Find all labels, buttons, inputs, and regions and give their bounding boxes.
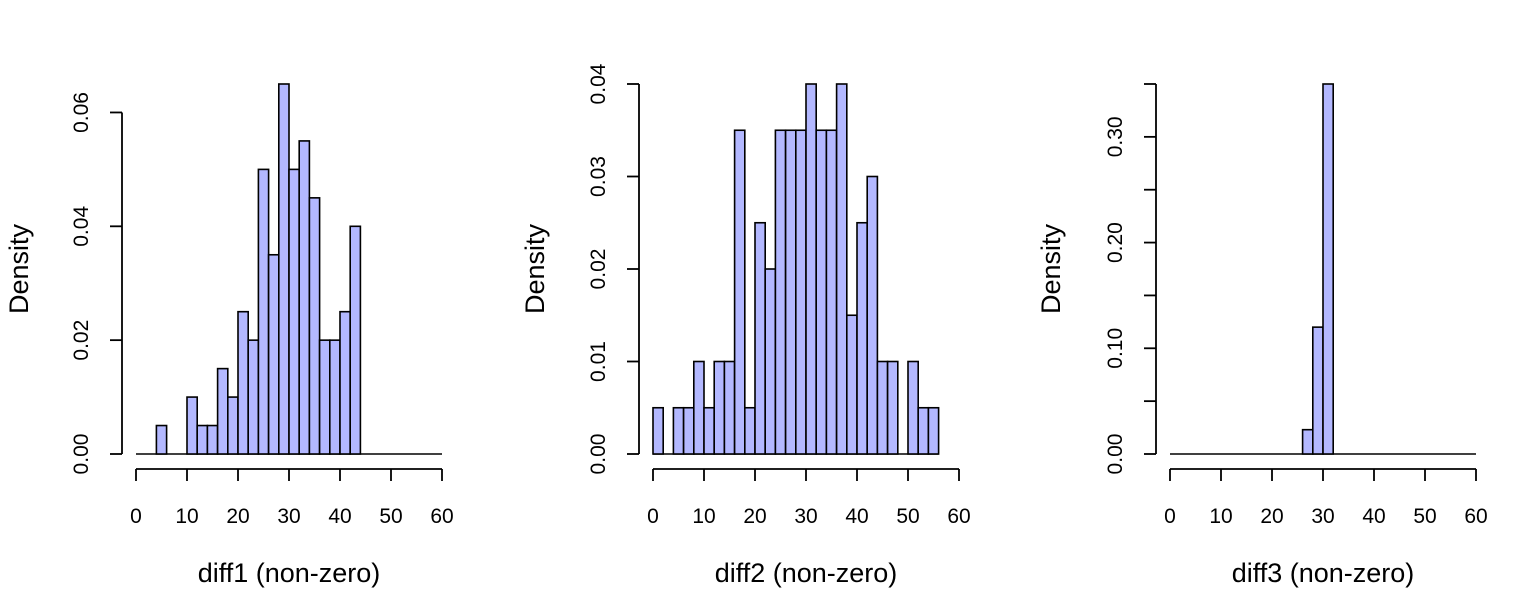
histogram-bar [703, 406, 715, 455]
y-tick-label: 0.30 [1104, 116, 1127, 157]
y-tick-label: 0.20 [1104, 222, 1127, 263]
x-tick-label: 10 [175, 505, 198, 528]
x-tick-label: 60 [947, 505, 970, 528]
histogram-bar [805, 83, 817, 455]
histogram-panel-2: 0 10 20 30 40 50 60 0.00 0.01 0.02 0.03 0.04 diff2 (… [520, 63, 971, 588]
histogram-bar [267, 253, 280, 455]
y-tick-label: 0.04 [587, 63, 610, 104]
x-tick-label: 30 [794, 505, 817, 528]
histogram-bar [927, 406, 940, 455]
x-tick-label: 10 [1209, 505, 1232, 528]
x-axis-title: diff2 (non-zero) [715, 558, 898, 588]
histogram-bar [308, 197, 321, 455]
y-axis-title: Density [520, 223, 550, 314]
x-tick-label: 40 [328, 505, 351, 528]
histogram-bar [907, 360, 919, 455]
y-axis-title: Density [1036, 223, 1066, 314]
x-tick-label: 50 [896, 505, 919, 528]
x-axis-title: diff1 (non-zero) [198, 558, 381, 588]
histogram-bar [277, 83, 290, 455]
x-tick-label: 0 [647, 505, 659, 528]
y-tick-label: 0.00 [587, 434, 610, 475]
histogram-bar [1312, 326, 1324, 455]
histogram-bar [764, 268, 777, 455]
histogram-panel-1: 0 10 20 30 40 50 60 0.00 0.02 0.04 0.06 diff1 (non-… [4, 83, 454, 588]
histogram-bar [713, 360, 726, 455]
histogram-bar [733, 129, 746, 455]
histogram-bar [349, 225, 362, 455]
histogram-bar [216, 367, 229, 455]
x-tick-label: 60 [430, 505, 453, 528]
histogram-bar [794, 129, 807, 455]
histogram-panel-3: 0 10 20 30 40 50 60 0.00 0.10 0.20 0.30 diff3 (non-… [1036, 83, 1488, 588]
x-tick-label: 50 [1413, 505, 1436, 528]
y-axis-title: Density [4, 223, 34, 314]
histogram-bar [247, 339, 260, 455]
histogram-bar [835, 83, 848, 455]
x-tick-label: 0 [130, 505, 142, 528]
histogram-bar [298, 140, 311, 455]
histogram-bar [723, 360, 736, 455]
x-tick-label: 30 [1311, 505, 1334, 528]
histogram-bar [1322, 83, 1334, 455]
histogram-bar [815, 129, 828, 455]
histogram-bar [206, 424, 219, 455]
histogram-bar [672, 406, 685, 455]
y-tick-label: 0.04 [70, 206, 93, 247]
histogram-bar [237, 310, 249, 455]
histogram-bar [876, 360, 889, 455]
histogram-bar [652, 406, 664, 455]
histogram-bar [318, 339, 331, 455]
histogram-bar [917, 406, 930, 455]
x-tick-label: 30 [277, 505, 300, 528]
histogram-bar [339, 310, 351, 455]
histogram-bar [155, 424, 168, 455]
histogram-bar [257, 168, 270, 455]
y-tick-label: 0.02 [587, 249, 610, 290]
x-tick-label: 60 [1464, 505, 1487, 528]
histogram-bar [196, 424, 209, 455]
x-tick-label: 10 [692, 505, 715, 528]
histogram-bar [784, 129, 797, 455]
y-tick-label: 0.00 [1104, 434, 1127, 475]
x-tick-label: 20 [1260, 505, 1283, 528]
histogram-bar [743, 406, 756, 455]
x-tick-label: 20 [743, 505, 766, 528]
histogram-bar [774, 129, 787, 455]
y-tick-label: 0.06 [70, 92, 93, 133]
histogram-bar [682, 406, 695, 455]
histogram-bar [886, 360, 899, 455]
histogram-bar [692, 360, 705, 455]
histogram-bar [754, 221, 766, 455]
histogram-bar [288, 168, 300, 455]
histogram-bar [845, 314, 858, 455]
histogram-bar [856, 221, 868, 455]
x-tick-label: 0 [1164, 505, 1176, 528]
y-tick-label: 0.02 [70, 320, 93, 361]
y-tick-label: 0.01 [587, 341, 610, 382]
y-tick-label: 0.00 [70, 434, 93, 475]
x-tick-label: 40 [1362, 505, 1385, 528]
x-tick-label: 40 [845, 505, 868, 528]
histogram-bar [866, 175, 879, 455]
histogram-bar [825, 129, 838, 455]
x-axis-title: diff3 (non-zero) [1232, 558, 1415, 588]
x-tick-label: 20 [226, 505, 249, 528]
histogram-bar [1301, 428, 1314, 455]
histogram-bar [328, 339, 341, 455]
y-tick-label: 0.10 [1104, 328, 1127, 369]
y-tick-label: 0.03 [587, 156, 610, 197]
x-tick-label: 50 [379, 505, 402, 528]
histogram-bar [227, 396, 239, 455]
histogram-bar [186, 396, 198, 455]
